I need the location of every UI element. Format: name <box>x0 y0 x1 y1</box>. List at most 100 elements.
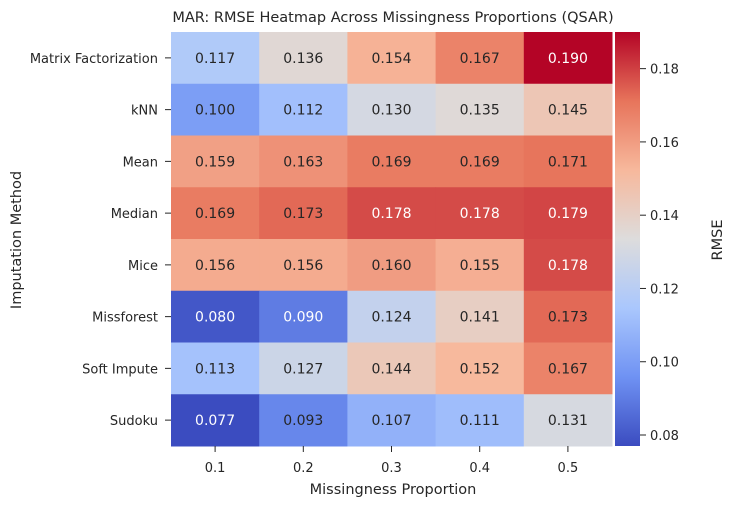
y-axis-tick-labels: Matrix Factorization kNN Mean Median Mice Mis… <box>30 52 171 429</box>
heatmap-cell <box>347 239 437 292</box>
cell-value-label: 0.163 <box>283 154 323 170</box>
heatmap-cell <box>259 187 348 240</box>
heatmap-cell <box>523 290 613 343</box>
heatmap-cell <box>171 32 260 85</box>
cell-value-label: 0.093 <box>283 413 323 429</box>
cell-value-label: 0.144 <box>371 361 411 377</box>
cell-value-label: 0.169 <box>195 206 235 222</box>
y-tick-label: Missforest <box>92 311 158 326</box>
heatmap-cell <box>523 187 613 240</box>
heatmap-cell <box>347 32 437 85</box>
cell-value-label: 0.169 <box>460 154 500 170</box>
cell-value-label: 0.090 <box>283 310 323 326</box>
cell-value-label: 0.173 <box>548 310 588 326</box>
cell-value-label: 0.136 <box>283 51 323 67</box>
cell-value-label: 0.178 <box>371 206 411 222</box>
heatmap-cell <box>259 342 348 395</box>
colorbar-tick-label: 0.14 <box>650 209 679 224</box>
cell-value-label: 0.077 <box>195 413 235 429</box>
y-tick-label: Mean <box>123 155 158 170</box>
cell-value-label: 0.141 <box>460 310 500 326</box>
cell-value-label: 0.080 <box>195 310 235 326</box>
cell-value-label: 0.124 <box>371 310 411 326</box>
cell-value-label: 0.178 <box>548 258 588 274</box>
x-tick-label: 0.2 <box>293 461 314 476</box>
heatmap-cell <box>435 135 525 188</box>
cell-value-label: 0.154 <box>371 51 411 67</box>
heatmap-cell <box>259 394 348 447</box>
cell-value-label: 0.145 <box>548 103 588 119</box>
heatmap-cell <box>435 83 525 136</box>
heatmap-cell <box>347 290 437 343</box>
cell-value-label: 0.135 <box>460 103 500 119</box>
cell-value-label: 0.167 <box>460 51 500 67</box>
cell-value-label: 0.131 <box>548 413 588 429</box>
heatmap-cell <box>171 239 260 292</box>
cell-value-label: 0.156 <box>283 258 323 274</box>
heatmap-cell <box>259 135 348 188</box>
heatmap-cell <box>435 187 525 240</box>
chart-title: MAR: RMSE Heatmap Across Missingness Pro… <box>172 10 613 26</box>
heatmap-cells <box>171 32 613 447</box>
cell-value-label: 0.178 <box>460 206 500 222</box>
colorbar-label: RMSE <box>710 220 726 261</box>
cell-value-label: 0.169 <box>371 154 411 170</box>
heatmap-cell <box>523 342 613 395</box>
heatmap-cell <box>171 290 260 343</box>
cell-value-label: 0.112 <box>283 103 323 119</box>
cell-value-label: 0.173 <box>283 206 323 222</box>
colorbar-tick-label: 0.10 <box>650 356 679 371</box>
heatmap-cell <box>435 394 525 447</box>
cell-value-label: 0.113 <box>195 361 235 377</box>
y-tick-label: kNN <box>131 104 158 119</box>
cell-value-label: 0.117 <box>195 51 235 67</box>
x-axis-tick-labels: 0.1 0.2 0.3 0.4 0.5 <box>205 446 578 476</box>
heatmap-cell <box>259 239 348 292</box>
cell-value-label: 0.107 <box>371 413 411 429</box>
heatmap-cell <box>347 342 437 395</box>
cell-value-label: 0.167 <box>548 361 588 377</box>
heatmap-cell <box>523 394 613 447</box>
heatmap-cell <box>523 32 613 85</box>
heatmap-cell <box>523 239 613 292</box>
x-tick-label: 0.1 <box>205 461 226 476</box>
x-axis-label: Missingness Proportion <box>310 482 477 498</box>
heatmap-cell <box>259 290 348 343</box>
y-tick-label: Sudoku <box>110 414 158 429</box>
cell-value-label: 0.190 <box>548 51 588 67</box>
heatmap-cell <box>435 290 525 343</box>
heatmap-cell <box>171 394 260 447</box>
colorbar-tick-label: 0.18 <box>650 63 679 78</box>
heatmap-cell <box>435 32 525 85</box>
cell-value-label: 0.156 <box>195 258 235 274</box>
cell-value-label: 0.127 <box>283 361 323 377</box>
heatmap-cell <box>347 187 437 240</box>
heatmap-cell <box>171 135 260 188</box>
cell-value-label: 0.160 <box>371 258 411 274</box>
heatmap-cell <box>523 135 613 188</box>
heatmap-cell-labels: 0.117 0.136 0.154 0.167 0.190 0.100 0.112 0.130… <box>195 51 588 429</box>
colorbar <box>615 32 640 446</box>
heatmap-cell <box>435 239 525 292</box>
heatmap-cell <box>347 83 437 136</box>
y-tick-label: Matrix Factorization <box>30 52 158 67</box>
colorbar-tick-label: 0.08 <box>650 429 679 444</box>
y-tick-label: Mice <box>128 259 158 274</box>
x-tick-label: 0.4 <box>469 461 490 476</box>
heatmap-cell <box>171 187 260 240</box>
heatmap-cell <box>171 342 260 395</box>
x-tick-label: 0.3 <box>381 461 402 476</box>
y-tick-label: Median <box>111 207 158 222</box>
cell-value-label: 0.171 <box>548 154 588 170</box>
colorbar-ticks: 0.08 0.10 0.12 0.14 0.16 0.18 <box>640 63 679 444</box>
y-axis-label: Imputation Method <box>9 171 25 309</box>
cell-value-label: 0.100 <box>195 103 235 119</box>
heatmap-cell <box>259 32 348 85</box>
heatmap-cell <box>347 394 437 447</box>
heatmap-cell <box>347 135 437 188</box>
cell-value-label: 0.179 <box>548 206 588 222</box>
cell-value-label: 0.159 <box>195 154 235 170</box>
heatmap-cell <box>435 342 525 395</box>
heatmap-cell <box>171 83 260 136</box>
